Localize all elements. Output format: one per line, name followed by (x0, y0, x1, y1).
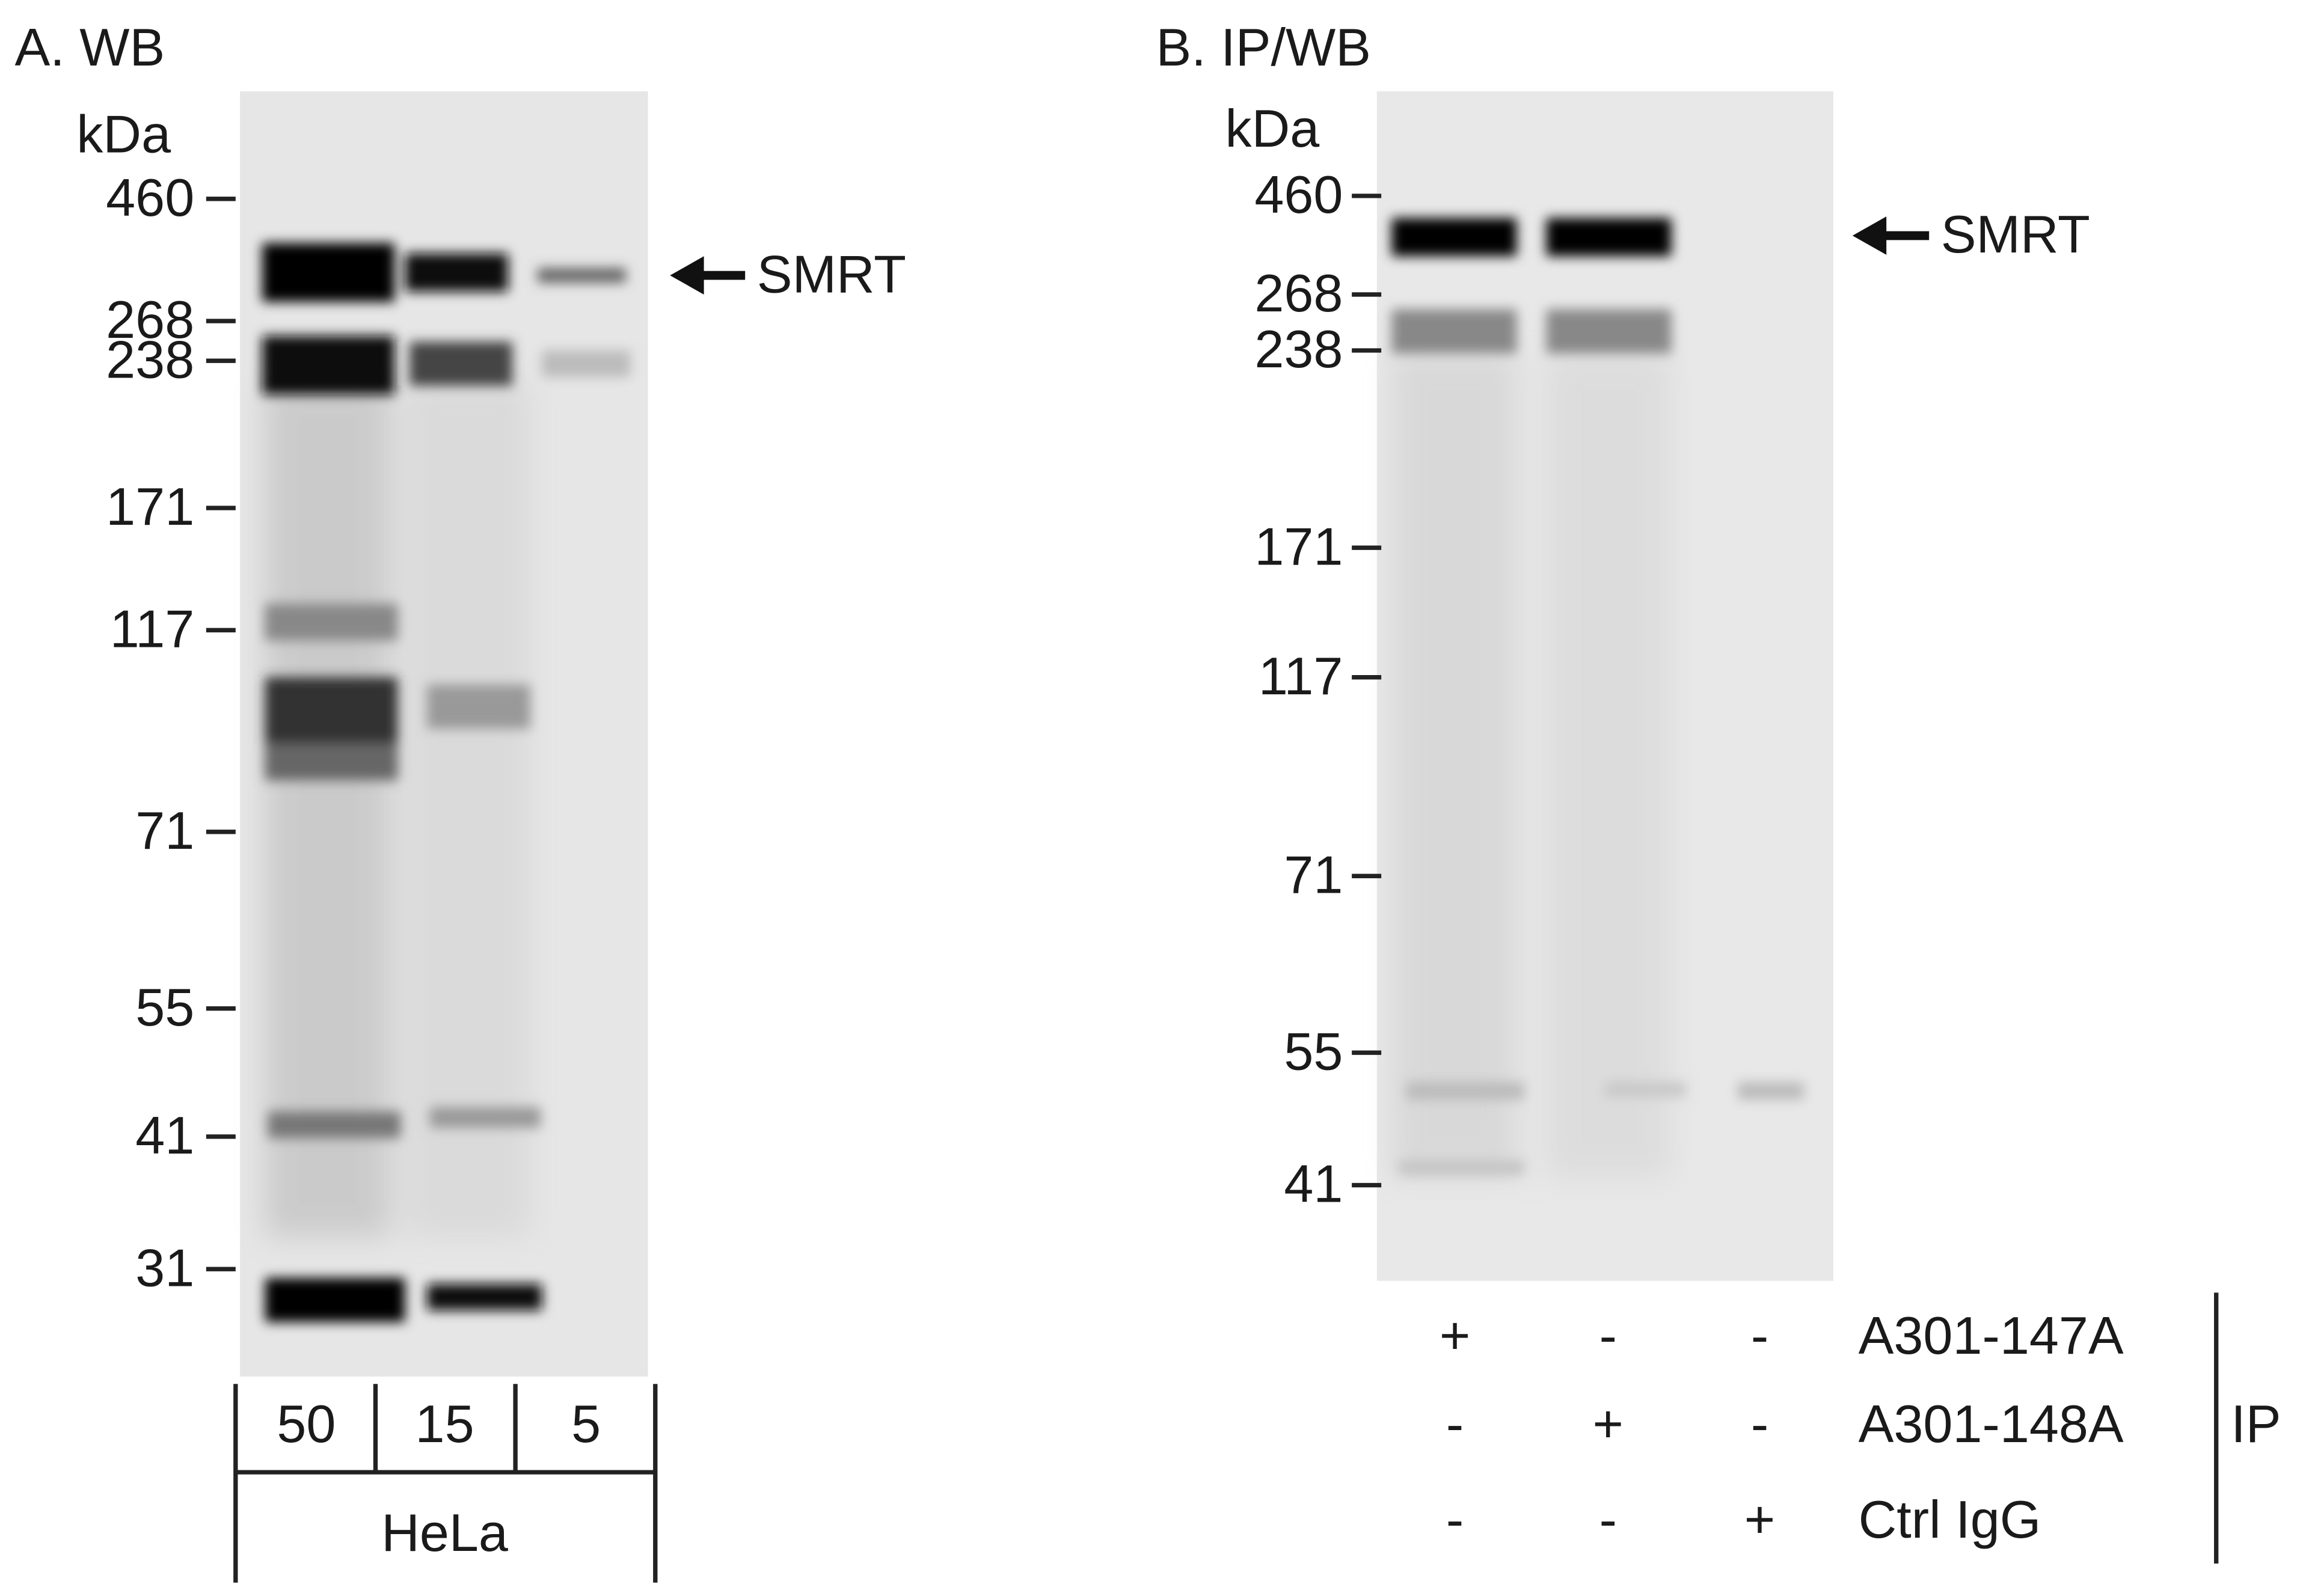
marker-label: 41 (1284, 1154, 1343, 1214)
target-arrow (1852, 216, 1930, 255)
lane-label: 15 (415, 1394, 474, 1454)
sign: - (1446, 1490, 1464, 1549)
marker-label: 117 (1259, 646, 1343, 706)
sign: + (1593, 1394, 1624, 1454)
marker-label: 171 (106, 477, 194, 536)
sample-label: HeLa (381, 1503, 509, 1562)
marker-label: 268 (106, 290, 194, 349)
sign: - (1751, 1306, 1768, 1365)
sign: + (1440, 1306, 1470, 1365)
marker-label: 71 (1284, 845, 1343, 904)
marker-label: 71 (135, 801, 194, 860)
blot-b (1376, 91, 1833, 1281)
marker-label: 238 (1254, 319, 1343, 379)
row-label: A301-148A (1859, 1394, 2124, 1454)
marker-label: 460 (1254, 165, 1343, 224)
panel-title: B. IP/WB (1156, 17, 1371, 77)
marker-label: 117 (110, 599, 195, 658)
marker-label: 55 (1284, 1021, 1343, 1081)
marker-label: 31 (135, 1238, 194, 1297)
lane-table (233, 1384, 658, 1583)
target-arrow (670, 256, 746, 295)
lane-label: 50 (277, 1394, 336, 1454)
group-label: IP (2231, 1394, 2281, 1454)
sign: - (1751, 1394, 1768, 1454)
target-label: SMRT (1941, 204, 2090, 264)
row-label: A301-147A (1859, 1306, 2124, 1365)
target-label: SMRT (757, 244, 906, 304)
sign: - (1599, 1306, 1617, 1365)
blot-a (240, 91, 648, 1377)
lane-label: 5 (571, 1394, 601, 1454)
sign: - (1446, 1394, 1464, 1454)
marker-label: 55 (135, 977, 194, 1037)
marker-label: 171 (1254, 516, 1343, 576)
sign: - (1599, 1490, 1617, 1549)
unit-label: kDa (76, 105, 171, 164)
row-label: Ctrl IgG (1859, 1490, 2041, 1549)
panel-title: A. WB (14, 17, 165, 77)
sign: + (1744, 1490, 1775, 1549)
unit-label: kDa (1225, 99, 1320, 158)
marker-label: 268 (1254, 263, 1343, 323)
marker-label: 41 (135, 1105, 194, 1165)
marker-label: 238 (106, 329, 194, 389)
marker-label: 460 (106, 168, 194, 227)
